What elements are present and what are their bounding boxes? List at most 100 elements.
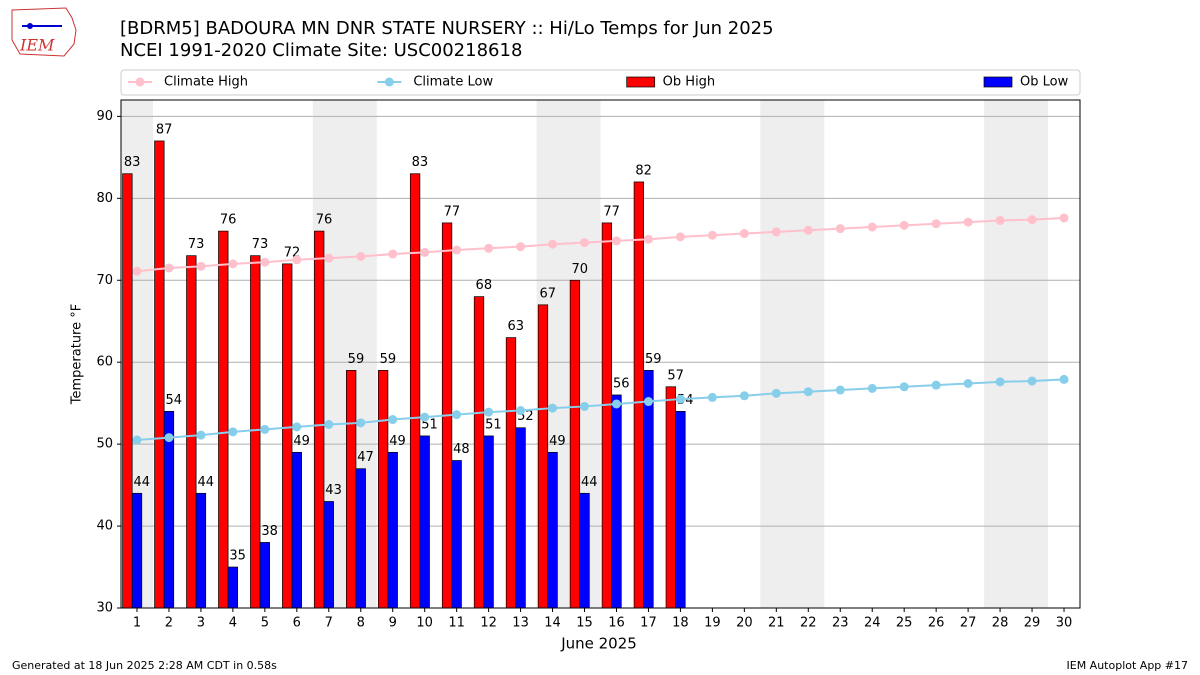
- data-label: 76: [316, 213, 333, 228]
- marker: [963, 378, 973, 388]
- marker: [835, 224, 845, 234]
- x-tick-label: 23: [832, 616, 849, 631]
- data-label: 59: [645, 352, 662, 367]
- data-label: 44: [197, 475, 214, 490]
- logo: IEM: [11, 7, 77, 57]
- marker: [931, 380, 941, 390]
- logo-text: IEM: [19, 36, 55, 55]
- marker: [164, 263, 174, 273]
- marker: [356, 418, 366, 428]
- y-tick-label: 80: [96, 191, 113, 206]
- marker: [995, 215, 1005, 225]
- data-label: 57: [667, 368, 684, 383]
- marker: [707, 230, 717, 240]
- x-axis-label: June 2025: [560, 635, 637, 653]
- x-tick-label: 8: [357, 616, 365, 631]
- bar: [346, 370, 357, 609]
- marker: [643, 397, 653, 407]
- x-tick-label: 26: [928, 616, 945, 631]
- x-tick-label: 25: [896, 616, 913, 631]
- x-tick-label: 19: [704, 616, 721, 631]
- bar: [387, 451, 398, 609]
- y-tick-label: 90: [96, 109, 113, 124]
- y-tick-label: 60: [96, 355, 113, 370]
- x-tick-label: 13: [512, 616, 529, 631]
- marker: [196, 430, 206, 440]
- marker: [675, 394, 685, 404]
- marker: [484, 243, 494, 253]
- marker: [1059, 374, 1069, 384]
- marker: [356, 251, 366, 261]
- marker: [707, 392, 717, 402]
- data-label: 70: [571, 262, 588, 277]
- data-label: 73: [252, 237, 269, 252]
- data-label: 44: [581, 475, 598, 490]
- x-tick-label: 6: [293, 616, 301, 631]
- bar: [186, 255, 197, 609]
- bar: [643, 370, 654, 609]
- data-label: 35: [229, 549, 246, 564]
- bar: [195, 492, 207, 609]
- data-label: 68: [476, 278, 493, 293]
- legend-swatch: [626, 76, 656, 88]
- marker: [803, 225, 813, 235]
- bar: [323, 501, 334, 609]
- footer-left: Generated at 18 Jun 2025 2:28 AM CDT in …: [12, 659, 277, 672]
- marker: [548, 239, 558, 249]
- marker: [675, 232, 685, 242]
- bar: [579, 492, 590, 609]
- data-label: 54: [165, 393, 182, 408]
- chart-title: [BDRM5] BADOURA MN DNR STATE NURSERY :: …: [120, 18, 774, 39]
- marker: [484, 407, 494, 417]
- x-tick-label: 21: [768, 616, 785, 631]
- data-label: 59: [348, 352, 365, 367]
- data-label: 83: [412, 155, 429, 170]
- y-tick-label: 50: [96, 437, 113, 452]
- legend-label: Ob Low: [1020, 75, 1069, 90]
- marker: [899, 382, 909, 392]
- x-tick-label: 2: [165, 616, 173, 631]
- data-label: 47: [357, 450, 374, 465]
- marker: [260, 257, 270, 267]
- y-tick-label: 30: [96, 601, 113, 616]
- data-label: 77: [444, 204, 461, 219]
- bar: [515, 427, 526, 609]
- bar: [483, 435, 494, 609]
- legend-swatch: [384, 77, 394, 87]
- x-tick-label: 27: [960, 616, 977, 631]
- bar: [154, 140, 165, 609]
- data-label: 76: [220, 213, 237, 228]
- data-label: 73: [188, 237, 205, 252]
- marker: [228, 259, 238, 269]
- y-axis-label: Temperature °F: [70, 304, 85, 405]
- bar: [451, 460, 462, 609]
- data-label: 77: [603, 204, 620, 219]
- bar: [282, 263, 293, 609]
- x-tick-label: 5: [261, 616, 269, 631]
- bar: [131, 492, 143, 609]
- bar: [505, 337, 517, 609]
- bar: [409, 173, 421, 609]
- x-tick-label: 10: [416, 616, 433, 631]
- data-label: 51: [485, 417, 502, 432]
- bar: [611, 394, 622, 609]
- bar: [473, 296, 485, 609]
- x-tick-label: 24: [864, 616, 881, 631]
- marker: [388, 415, 398, 425]
- marker: [452, 245, 462, 255]
- weekend-band: [984, 100, 1049, 608]
- marker: [196, 261, 206, 271]
- x-tick-label: 3: [197, 616, 205, 631]
- plot-frame: [120, 99, 1081, 609]
- marker: [1059, 213, 1069, 223]
- marker: [739, 229, 749, 239]
- x-tick-label: 7: [325, 616, 333, 631]
- bar: [218, 230, 229, 609]
- x-tick-label: 1: [133, 616, 141, 631]
- x-tick-label: 17: [640, 616, 657, 631]
- marker: [580, 401, 590, 411]
- line: [136, 378, 1065, 442]
- x-tick-label: 11: [448, 616, 465, 631]
- data-label: 49: [293, 434, 310, 449]
- data-label: 83: [124, 155, 141, 170]
